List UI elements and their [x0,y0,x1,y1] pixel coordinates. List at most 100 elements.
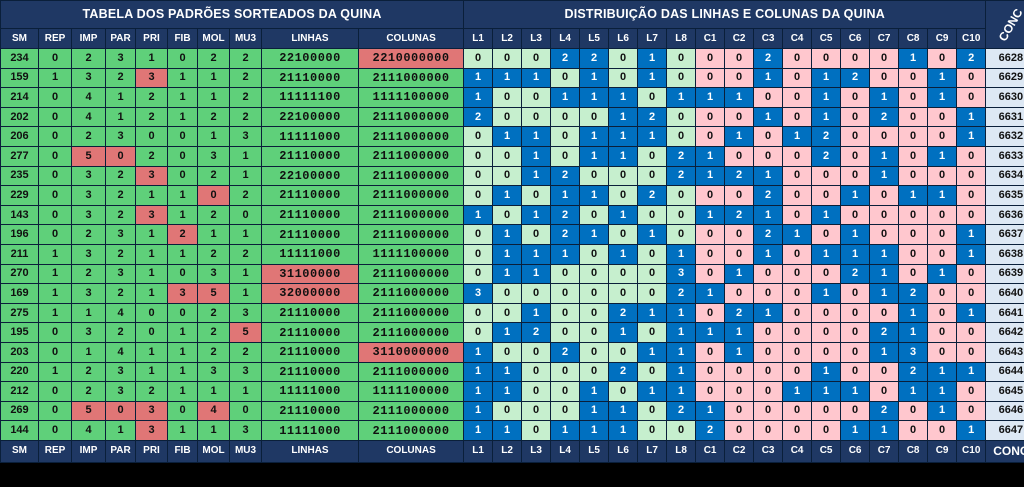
cell-c4[interactable]: 0 [782,283,813,304]
cell-sm[interactable]: 229 [0,185,39,206]
cell-rep[interactable]: 1 [38,243,72,265]
cell-mu3[interactable]: 1 [229,224,262,245]
cell-c9[interactable]: 0 [927,322,958,343]
cell-linhas[interactable]: 11111000 [261,126,359,147]
cell-c2[interactable]: 1 [724,341,755,363]
cell-l6[interactable]: 1 [608,145,639,167]
cell-c5[interactable]: 1 [811,243,842,265]
cell-pri[interactable]: 1 [135,263,168,285]
cell-c10[interactable]: 0 [956,204,987,226]
cell-linhas[interactable]: 21110000 [261,224,359,245]
cell-c2[interactable]: 0 [724,106,755,128]
cell-linhas[interactable]: 22100000 [261,165,359,187]
cell-l3[interactable]: 1 [521,243,552,265]
cell-l8[interactable]: 1 [666,243,697,265]
cell-l1[interactable]: 0 [463,48,494,69]
cell-imp[interactable]: 3 [71,283,106,304]
cell-pri[interactable]: 1 [135,243,168,265]
cell-par[interactable]: 0 [105,145,136,167]
cell-l6[interactable]: 1 [608,204,639,226]
cell-l3[interactable]: 0 [521,283,552,304]
cell-fib[interactable]: 1 [167,87,198,108]
cell-c2[interactable]: 2 [724,204,755,226]
cell-c10[interactable]: 1 [956,420,987,441]
cell-c3[interactable]: 0 [753,381,784,402]
cell-c2[interactable]: 2 [724,165,755,187]
cell-par[interactable]: 4 [105,302,136,324]
cell-l7[interactable]: 1 [637,302,668,324]
cell-conc[interactable]: 6633 [985,145,1024,167]
cell-sm[interactable]: 214 [0,87,39,108]
cell-mol[interactable]: 3 [197,145,230,167]
cell-c7[interactable]: 0 [869,302,900,324]
cell-c5[interactable]: 2 [811,145,842,167]
cell-l1[interactable]: 1 [463,67,494,89]
cell-c7[interactable]: 0 [869,361,900,383]
cell-c2[interactable]: 1 [724,126,755,147]
cell-l3[interactable]: 0 [521,106,552,128]
cell-conc[interactable]: 6635 [985,185,1024,206]
cell-par[interactable]: 3 [105,224,136,245]
cell-l7[interactable]: 1 [637,67,668,89]
cell-colunas[interactable]: 2111000000 [357,204,465,226]
cell-c1[interactable]: 0 [695,243,726,265]
cell-c5[interactable]: 1 [811,283,842,304]
cell-c9[interactable]: 1 [927,185,958,206]
cell-l3[interactable]: 1 [521,145,552,167]
cell-conc[interactable]: 6647 [985,420,1024,441]
cell-c3[interactable]: 2 [753,48,784,69]
cell-l1[interactable]: 1 [463,341,494,363]
cell-conc[interactable]: 6638 [985,243,1024,265]
cell-l7[interactable]: 1 [637,224,668,245]
cell-l7[interactable]: 0 [637,420,668,441]
cell-linhas[interactable]: 21110000 [261,67,359,89]
cell-imp[interactable]: 5 [71,400,106,422]
cell-l1[interactable]: 0 [463,185,494,206]
cell-c4[interactable]: 0 [782,400,813,422]
cell-l1[interactable]: 0 [463,165,494,187]
cell-l3[interactable]: 0 [521,420,552,441]
cell-l6[interactable]: 1 [608,322,639,343]
cell-l1[interactable]: 1 [463,420,494,441]
cell-l8[interactable]: 0 [666,185,697,206]
cell-c7[interactable]: 0 [869,224,900,245]
cell-c6[interactable]: 0 [840,302,871,324]
cell-l4[interactable]: 0 [550,302,581,324]
cell-mu3[interactable]: 2 [229,185,262,206]
cell-imp[interactable]: 2 [71,48,106,69]
cell-pri[interactable]: 2 [135,381,168,402]
cell-sm[interactable]: 277 [0,145,39,167]
cell-l7[interactable]: 0 [637,400,668,422]
cell-l6[interactable]: 0 [608,165,639,187]
cell-imp[interactable]: 1 [71,341,106,363]
cell-l8[interactable]: 0 [666,126,697,147]
cell-c8[interactable]: 2 [898,283,929,304]
cell-rep[interactable]: 1 [38,361,72,383]
cell-mol[interactable]: 1 [197,381,230,402]
cell-l6[interactable]: 1 [608,106,639,128]
cell-mu3[interactable]: 3 [229,361,262,383]
cell-c2[interactable]: 2 [724,302,755,324]
cell-c2[interactable]: 1 [724,263,755,285]
cell-fib[interactable]: 0 [167,165,198,187]
cell-c1[interactable]: 0 [695,67,726,89]
cell-c10[interactable]: 0 [956,341,987,363]
cell-conc[interactable]: 6640 [985,283,1024,304]
cell-mu3[interactable]: 2 [229,106,262,128]
cell-c8[interactable]: 0 [898,420,929,441]
cell-l7[interactable]: 0 [637,243,668,265]
cell-l2[interactable]: 1 [492,67,523,89]
cell-par[interactable]: 0 [105,400,136,422]
cell-c7[interactable]: 0 [869,185,900,206]
cell-c9[interactable]: 1 [927,263,958,285]
cell-linhas[interactable]: 21110000 [261,145,359,167]
cell-mol[interactable]: 3 [197,361,230,383]
cell-rep[interactable]: 1 [38,67,72,89]
cell-c10[interactable]: 0 [956,87,987,108]
cell-c9[interactable]: 0 [927,126,958,147]
cell-fib[interactable]: 3 [167,283,198,304]
cell-l6[interactable]: 0 [608,381,639,402]
cell-imp[interactable]: 3 [71,243,106,265]
cell-l1[interactable]: 2 [463,106,494,128]
cell-l2[interactable]: 1 [492,126,523,147]
